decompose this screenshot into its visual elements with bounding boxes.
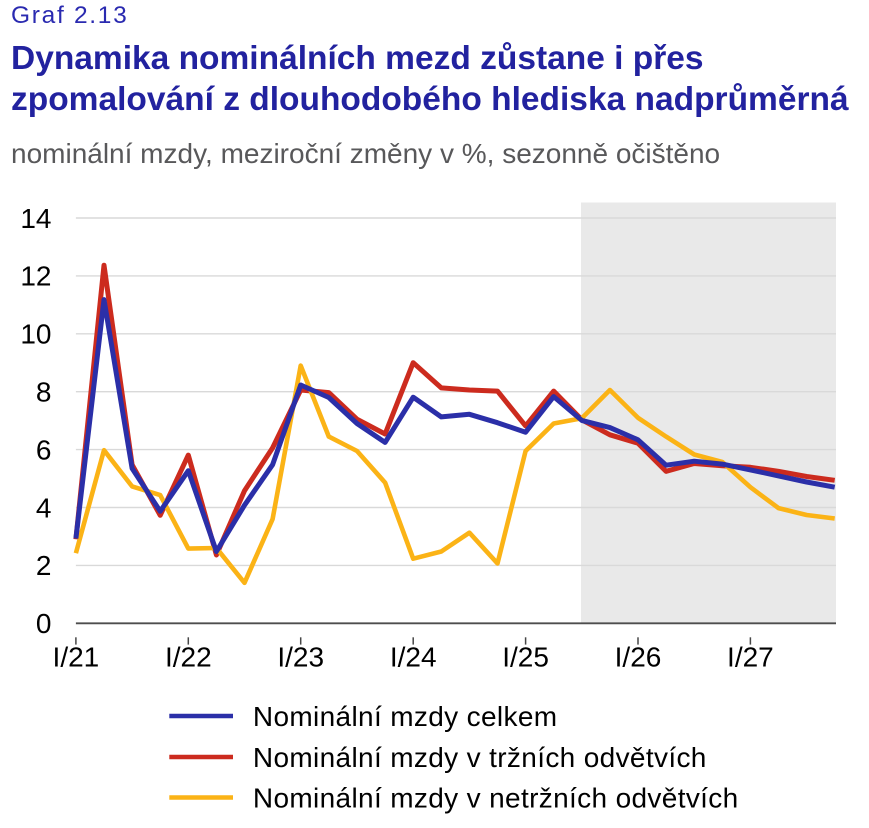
svg-text:14: 14 [20,203,51,234]
svg-text:I/27: I/27 [727,642,774,673]
svg-text:I/21: I/21 [53,642,100,673]
svg-text:8: 8 [36,377,52,408]
svg-text:12: 12 [20,261,51,292]
svg-text:10: 10 [20,319,51,350]
svg-text:0: 0 [36,608,52,639]
svg-text:Nominální mzdy celkem: Nominální mzdy celkem [253,701,558,732]
svg-text:4: 4 [36,492,52,523]
svg-text:I/22: I/22 [165,642,212,673]
svg-text:I/23: I/23 [277,642,324,673]
svg-text:Nominální mzdy v netržních odv: Nominální mzdy v netržních odvětvích [253,783,739,814]
svg-text:2: 2 [36,550,52,581]
svg-text:I/26: I/26 [615,642,662,673]
svg-text:Nominální mzdy v tržních odvět: Nominální mzdy v tržních odvětvích [253,742,707,773]
svg-text:6: 6 [36,434,52,465]
svg-text:I/25: I/25 [502,642,549,673]
svg-text:I/24: I/24 [390,642,437,673]
